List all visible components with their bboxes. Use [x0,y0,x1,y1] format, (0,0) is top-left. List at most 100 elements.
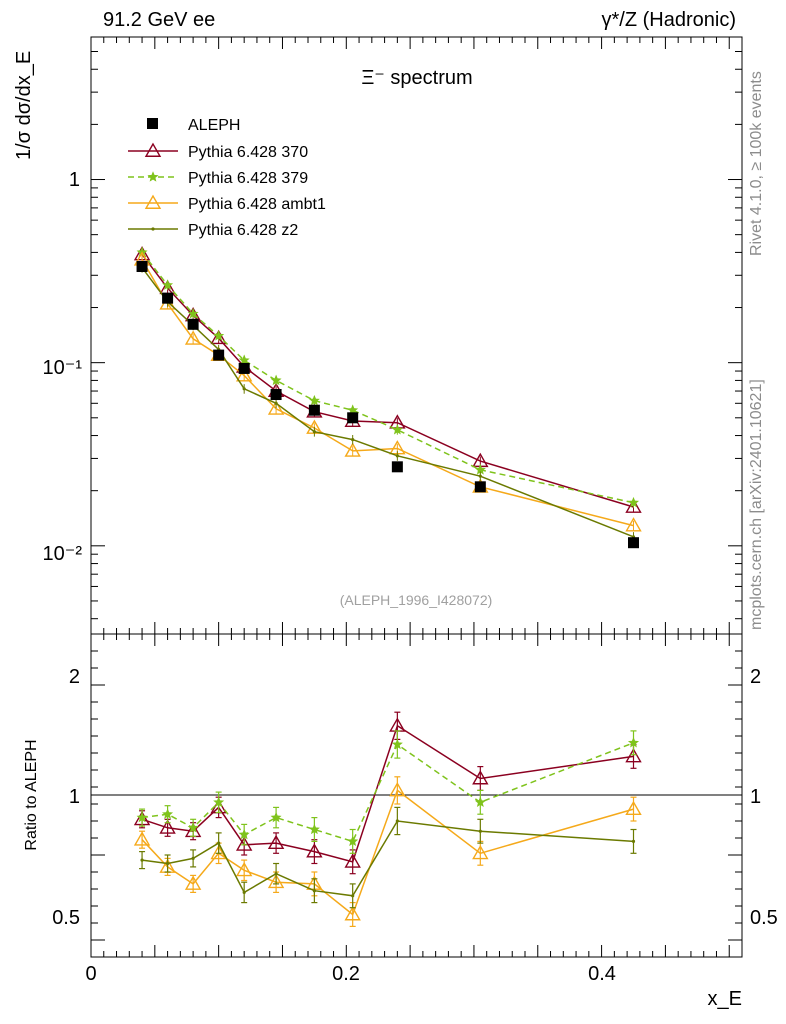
ratio-point [187,822,199,833]
legend: ALEPH Pythia 6.428 370 Pythia 6.428 379 … [128,117,326,239]
ratio-point [391,738,403,750]
analysis-id: (ALEPH_1996_I428072) [340,592,493,608]
ratio-point [472,770,489,785]
axis-ticks [90,36,742,957]
ratio-point [242,890,246,895]
data-point [162,292,174,304]
ratio-point [389,781,406,797]
ratio-point [625,800,642,816]
ratio-point [267,834,285,850]
legend-marker [144,194,162,209]
ratio-point [213,796,225,807]
series-line [141,253,634,508]
data-point [136,261,148,273]
x-tick-label: 0.4 [588,963,616,985]
series-point [625,517,642,532]
series-point [238,354,250,366]
series-line [141,251,634,504]
data-points [136,261,639,549]
ratio-tick-label-right: 1 [750,786,761,808]
ratio-point [191,856,195,861]
energy-label: 91.2 GeV ee [103,9,215,31]
y-tick-label: 10⁻² [43,543,83,565]
ratio-point [472,844,489,860]
ratio-point [631,839,636,844]
ratio-point [210,844,227,860]
ratio-point [235,836,253,851]
series-point [267,400,285,415]
data-point [628,537,639,549]
data-point [474,481,486,493]
series-point [213,330,225,341]
y-axis-label: 1/σ dσ/dx_E [13,51,35,160]
legend-entry-ambt1: Pythia 6.428 ambt1 [188,196,326,213]
series-point [478,474,482,478]
ratio-line [141,724,634,863]
series-point [210,329,227,345]
series-point [312,430,316,434]
ratio-point [312,889,316,893]
ratio-point [347,835,359,847]
legend-entry-370: Pythia 6.428 370 [188,144,308,161]
data-point [391,461,403,473]
series-point [184,330,202,345]
ratio-point [344,906,361,921]
data-point [213,349,225,361]
ratio-tick-label-right: 2 [750,666,761,688]
series-point [235,367,253,382]
ratio-point [625,747,642,763]
series-line [141,267,634,538]
ratio-point [395,819,399,823]
legend-entry-379: Pythia 6.428 379 [188,170,308,187]
series-point [625,498,642,513]
ratio-point [308,823,320,835]
ratio-point [270,811,282,823]
process-label: γ*/Z (Hadronic) [602,9,736,31]
ratio-point [165,861,170,866]
ratio-tick-label-right: 0.5 [750,907,778,929]
ratio-point [306,843,323,858]
series-point [274,401,278,405]
mcplots-label: mcplots.cern.ch [arXiv:2401.10621] [748,379,765,630]
data-point [238,362,250,374]
ratio-point [274,872,278,876]
series-point [270,374,282,386]
ratio-point [217,841,221,845]
y-tick-label: 1 [69,169,80,191]
ratio-axis-label: Ratio to ALEPH [23,739,40,850]
series-point [391,423,403,435]
ratio-point [184,875,202,890]
x-tick-label: 0 [85,963,96,985]
x-tick-label: 0.2 [332,963,360,985]
chart-title: Ξ⁻ spectrum [361,67,472,89]
ratio-point [140,858,144,862]
legend-marker-aleph [147,118,158,129]
ratio-point [133,831,151,846]
ratio-tick-label: 2 [69,666,80,688]
rivet-version-label: Rivet 4.1.0, ≥ 100k events [748,71,765,256]
ratio-point [162,808,174,819]
series-layer [133,246,642,542]
ratio-point [159,819,176,834]
ratio-point [235,861,253,877]
series-point [344,442,361,457]
ratio-point [267,873,285,889]
ratio-line [142,742,634,843]
ratio-point [351,894,355,898]
series-point [242,387,246,391]
legend-marker [151,227,155,231]
ratio-point [344,853,361,868]
ratio-layer [133,711,642,928]
data-point [270,389,282,401]
legend-entry-aleph: ALEPH [188,117,240,134]
ratio-point [238,828,250,840]
ratio-tick-label: 1 [69,786,80,808]
ratio-point [474,796,486,807]
series-line [141,259,634,527]
ratio-point [478,829,482,833]
series-point [395,454,399,458]
legend-marker [147,171,159,182]
series-point [308,394,320,406]
x-axis-label: x_E [708,988,742,1010]
